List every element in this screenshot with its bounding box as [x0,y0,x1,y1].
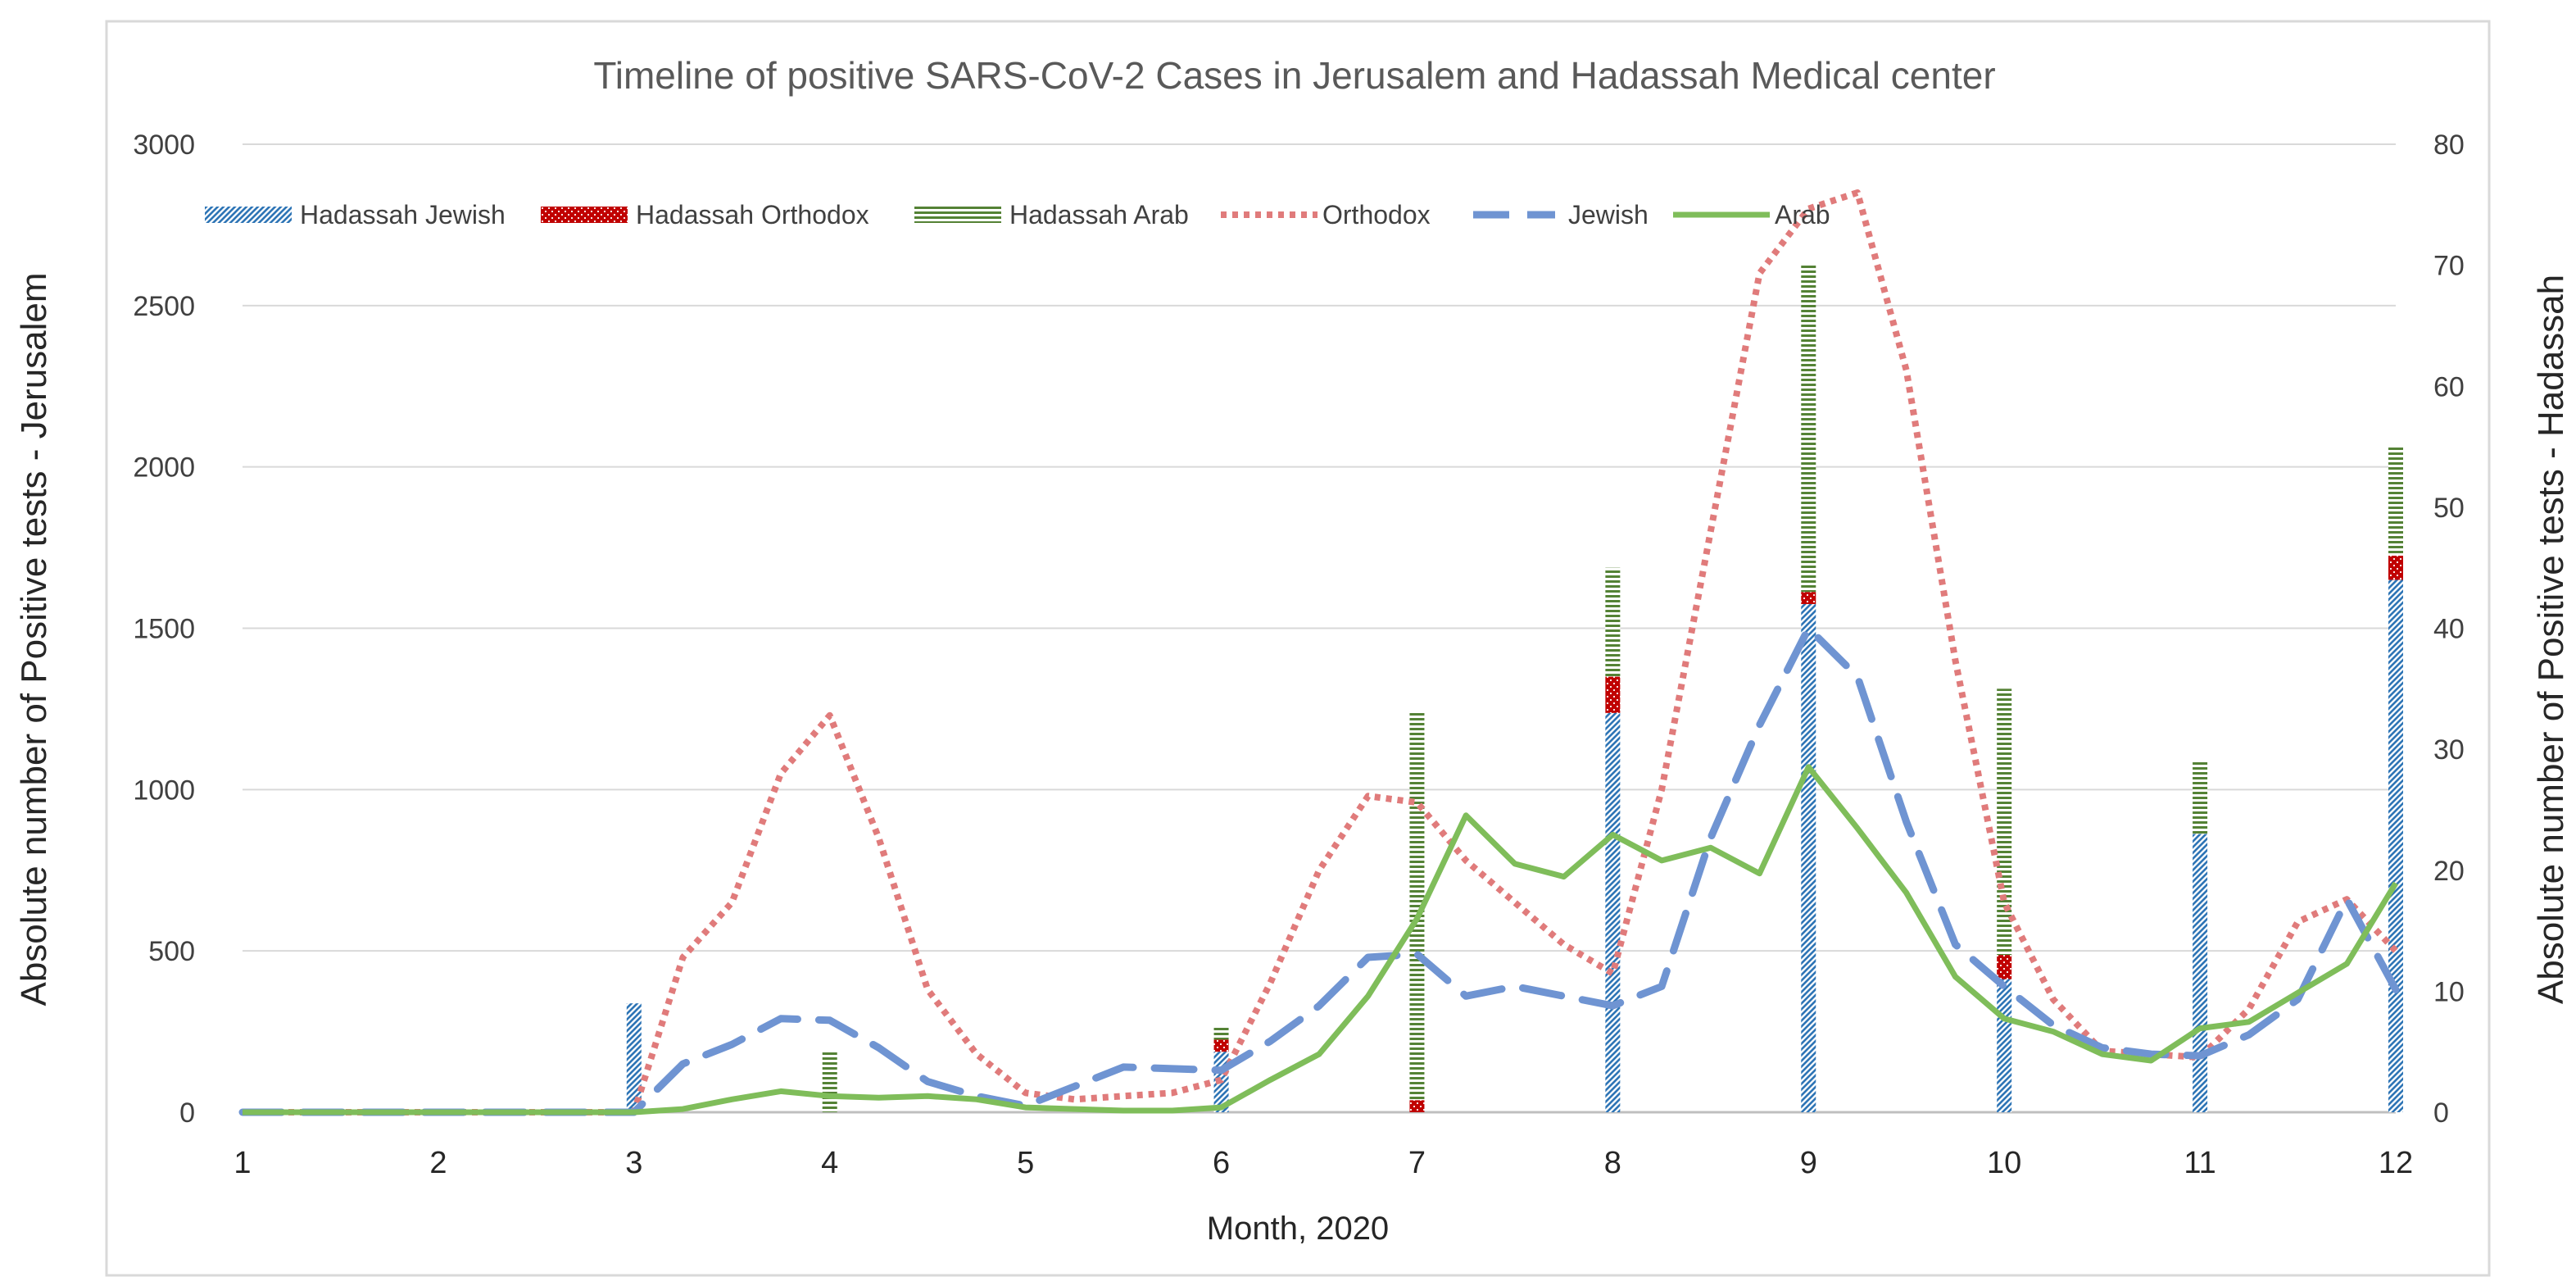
legend-label: Hadassah Orthodox [636,200,869,229]
legend-swatch-hadassah-arab [914,207,1001,223]
x-tick-label: 10 [1987,1146,2021,1180]
x-tick-label: 4 [821,1146,838,1180]
y-right-tick-label: 80 [2433,130,2465,161]
y-right-tick-label: 10 [2433,976,2465,1007]
y-right-tick-label: 50 [2433,493,2465,524]
legend-swatch-hadassah-orthodox [541,207,628,223]
legend-label: Arab [1775,200,1830,229]
bar-hadassah-jewish [2193,834,2208,1112]
x-tick-label: 11 [2184,1146,2215,1180]
bar-hadassah-jewish [1605,712,1621,1112]
x-tick-label: 8 [1604,1146,1621,1180]
y-left-tick-label: 1000 [133,775,195,806]
bar-hadassah-arab [1997,688,2012,956]
bar-hadassah-arab [1213,1027,1229,1040]
y-right-tick-label: 20 [2433,856,2465,887]
y-left-tick-label: 500 [148,936,195,967]
bar-hadassah-orthodox [1409,1100,1425,1112]
bar-hadassah-orthodox [1801,592,1816,604]
bar-hadassah-arab [1605,567,1621,677]
bar-hadassah-orthodox [1997,955,2012,979]
y-right-tick-label: 40 [2433,614,2465,645]
y-right-tick-label: 30 [2433,734,2465,766]
legend-label: Orthodox [1322,200,1431,229]
bar-hadassah-jewish [1801,603,1816,1112]
legend-label: Hadassah Arab [1009,200,1189,229]
y-left-tick-label: 3000 [133,130,195,161]
bar-hadassah-orthodox [2388,555,2403,580]
y-left-tick-label: 1500 [133,614,195,645]
x-tick-label: 6 [1213,1146,1230,1180]
bar-hadassah-jewish [2388,579,2403,1112]
bar-hadassah-arab [2193,761,2208,834]
y-axis-left-title: Absolute number of Positive tests - Jeru… [14,272,54,1006]
y-right-tick-label: 60 [2433,371,2465,402]
legend-label: Jewish [1568,200,1649,229]
x-tick-label: 7 [1408,1146,1426,1180]
axis-ticks: 0 500 1000 1500 2000 2500 3000 0 10 20 30 40 50 60 70 8… [133,130,2464,1180]
legend: Hadassah Jewish Hadassah Orthodox Hadassah… [205,200,1830,229]
hadassah-bars [626,265,2403,1112]
x-tick-label: 9 [1800,1146,1817,1180]
legend-swatch-hadassah-jewish [205,207,292,223]
x-tick-label: 1 [234,1146,251,1180]
line-orthodox [243,189,2398,1116]
bar-hadassah-orthodox [1605,676,1621,713]
bar-hadassah-arab [1801,265,1816,593]
bar-hadassah-jewish [626,1003,642,1112]
x-tick-label: 3 [625,1146,642,1180]
x-axis-title: Month, 2020 [1207,1211,1389,1247]
jerusalem-lines [238,189,2400,1116]
bar-hadassah-arab [2388,447,2403,556]
line-arab [243,764,2398,1116]
y-right-tick-label: 70 [2433,251,2465,282]
x-tick-label: 2 [429,1146,447,1180]
bar-hadassah-jewish [1997,979,2012,1112]
y-axis-right-title: Absolute number of Positive tests - Hada… [2531,275,2571,1004]
x-tick-label: 5 [1017,1146,1034,1180]
legend-label: Hadassah Jewish [300,200,506,229]
chart-title: Timeline of positive SARS-CoV-2 Cases in… [593,54,1995,97]
y-left-tick-label: 2000 [133,452,195,484]
y-left-tick-label: 0 [179,1097,195,1129]
bar-hadassah-arab [822,1052,837,1112]
bar-hadassah-orthodox [1213,1039,1229,1052]
y-left-tick-label: 2500 [133,291,195,322]
y-right-tick-label: 0 [2433,1097,2449,1129]
gridlines [243,143,2396,1114]
x-tick-label: 12 [2379,1146,2413,1180]
line-jewish [238,625,2400,1116]
